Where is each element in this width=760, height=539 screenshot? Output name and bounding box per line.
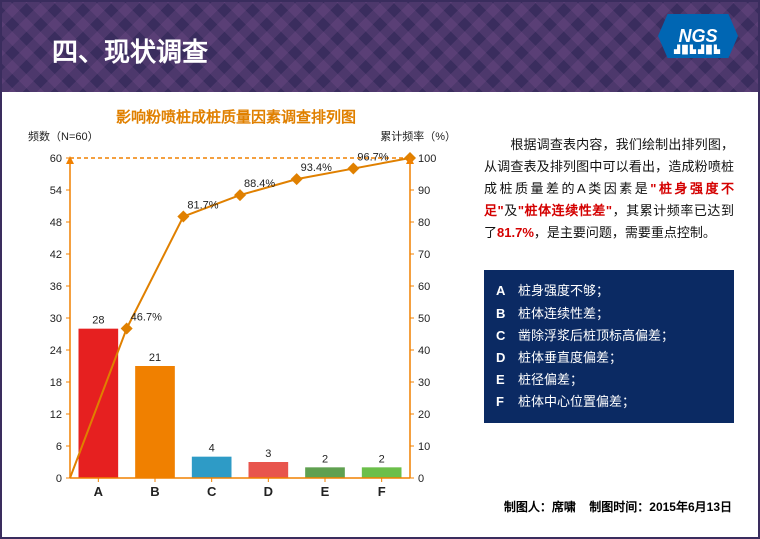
svg-text:20: 20 (418, 409, 430, 421)
svg-text:70: 70 (418, 249, 430, 261)
svg-text:2: 2 (322, 453, 328, 465)
svg-text:2: 2 (379, 453, 385, 465)
svg-text:46.7%: 46.7% (131, 312, 162, 324)
legend-item: D桩体垂直度偏差； (496, 347, 722, 369)
svg-text:54: 54 (50, 185, 62, 197)
footer: 制图人：席啸 制图时间：2015年6月13日 (504, 498, 732, 515)
logo: NGS ▟█▙▟█▙ (658, 14, 738, 58)
svg-text:24: 24 (50, 345, 62, 357)
svg-text:0: 0 (418, 473, 424, 485)
section-title: 四、现状调查 (52, 32, 208, 69)
svg-text:100: 100 (418, 153, 436, 165)
legend-item: E桩径偏差； (496, 369, 722, 391)
slide-header: 四、现状调查 NGS ▟█▙▟█▙ (2, 2, 758, 92)
logo-icon: ▟█▙▟█▙ (674, 45, 722, 54)
svg-text:60: 60 (418, 281, 430, 293)
svg-text:F: F (378, 484, 386, 499)
svg-text:28: 28 (92, 315, 104, 327)
pareto-chart: 频数（N=60） 累计频率（%） 06121824303642485460010… (30, 140, 450, 530)
svg-text:60: 60 (50, 153, 62, 165)
svg-text:D: D (264, 484, 273, 499)
svg-text:18: 18 (50, 377, 62, 389)
y-left-label: 频数（N=60） (28, 128, 99, 144)
svg-text:B: B (150, 484, 159, 499)
y-right-label: 累计频率（%） (380, 128, 456, 144)
svg-text:30: 30 (50, 313, 62, 325)
svg-text:48: 48 (50, 217, 62, 229)
svg-text:30: 30 (418, 377, 430, 389)
legend-item: F桩体中心位置偏差； (496, 391, 722, 413)
legend-item: A桩身强度不够； (496, 280, 722, 302)
svg-text:93.4%: 93.4% (301, 162, 332, 174)
svg-text:3: 3 (265, 448, 271, 460)
svg-text:21: 21 (149, 352, 161, 364)
svg-text:A: A (94, 484, 104, 499)
svg-text:4: 4 (209, 443, 215, 455)
svg-text:42: 42 (50, 249, 62, 261)
svg-text:C: C (207, 484, 217, 499)
slide: 四、现状调查 NGS ▟█▙▟█▙ 影响粉喷桩成桩质量因素调查排列图 频数（N=… (0, 0, 760, 539)
svg-text:10: 10 (418, 441, 430, 453)
svg-text:80: 80 (418, 217, 430, 229)
legend-box: A桩身强度不够；B桩体连续性差；C凿除浮浆后桩顶标高偏差；D桩体垂直度偏差；E桩… (484, 270, 734, 423)
chart-title: 影响粉喷桩成桩质量因素调查排列图 (26, 106, 446, 127)
svg-text:50: 50 (418, 313, 430, 325)
svg-text:6: 6 (56, 441, 62, 453)
svg-text:36: 36 (50, 281, 62, 293)
svg-text:12: 12 (50, 409, 62, 421)
legend-item: C凿除浮浆后桩顶标高偏差； (496, 325, 722, 347)
svg-text:E: E (321, 484, 330, 499)
chart-svg: 0612182430364248546001020304050607080901… (30, 140, 450, 530)
description: 根据调查表内容，我们绘制出排列图，从调查表及排列图中可以看出，造成粉喷桩成桩质量… (484, 134, 734, 244)
svg-text:0: 0 (56, 473, 62, 485)
svg-text:88.4%: 88.4% (244, 178, 275, 190)
svg-text:90: 90 (418, 185, 430, 197)
svg-text:40: 40 (418, 345, 430, 357)
legend-item: B桩体连续性差； (496, 303, 722, 325)
svg-text:81.7%: 81.7% (187, 200, 218, 212)
svg-text:96.7%: 96.7% (357, 152, 388, 164)
